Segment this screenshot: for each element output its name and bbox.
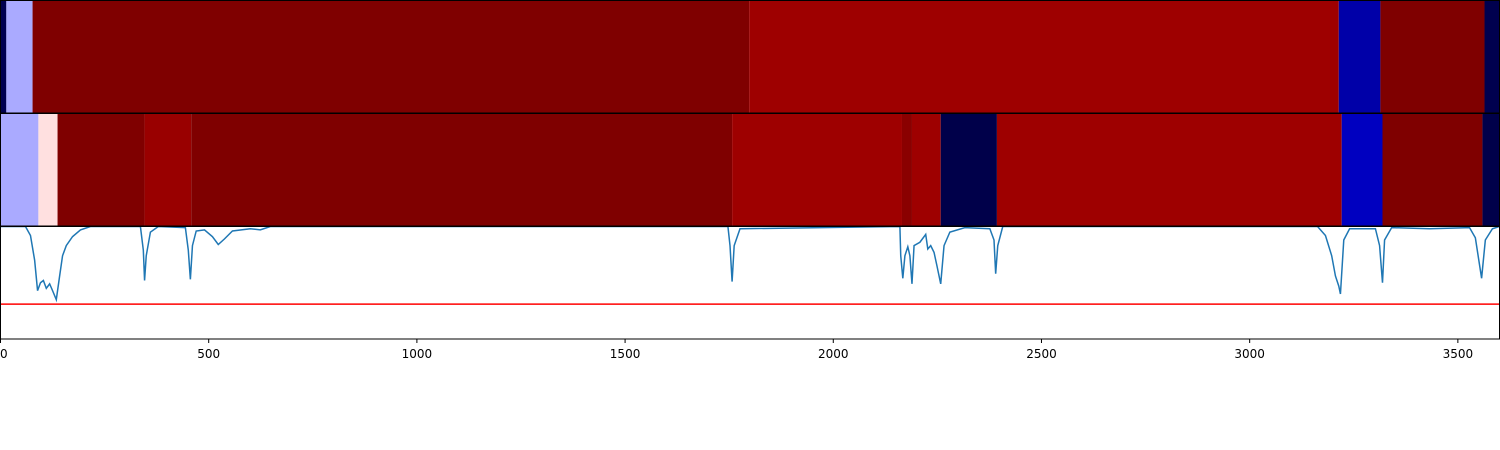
segment — [1484, 0, 1500, 113]
segment — [0, 113, 39, 226]
segment — [144, 113, 192, 226]
segment — [911, 113, 941, 226]
segment — [32, 0, 750, 113]
panel-frame — [0, 226, 1500, 340]
segment — [57, 113, 145, 226]
data-line — [0, 226, 1500, 303]
x-tick-label: 500 — [197, 347, 220, 361]
x-tick-label: 2000 — [818, 347, 849, 361]
x-tick-label: 0 — [0, 347, 8, 361]
segment — [901, 113, 912, 226]
x-tick-label: 3500 — [1443, 347, 1474, 361]
segment — [0, 0, 7, 113]
segment — [749, 0, 1339, 113]
x-tick-label: 1500 — [610, 347, 641, 361]
segment — [996, 113, 1342, 226]
x-tick-label: 2500 — [1026, 347, 1057, 361]
x-tick-label: 1000 — [402, 347, 433, 361]
segment — [732, 113, 902, 226]
x-tick-label: 3000 — [1234, 347, 1265, 361]
segment — [1380, 0, 1485, 113]
segment — [191, 113, 733, 226]
segment — [1338, 0, 1381, 113]
segment — [1382, 113, 1483, 226]
segment — [1482, 113, 1500, 226]
segment — [940, 113, 997, 226]
segment — [38, 113, 58, 226]
segment — [1341, 113, 1383, 226]
segment — [6, 0, 33, 113]
